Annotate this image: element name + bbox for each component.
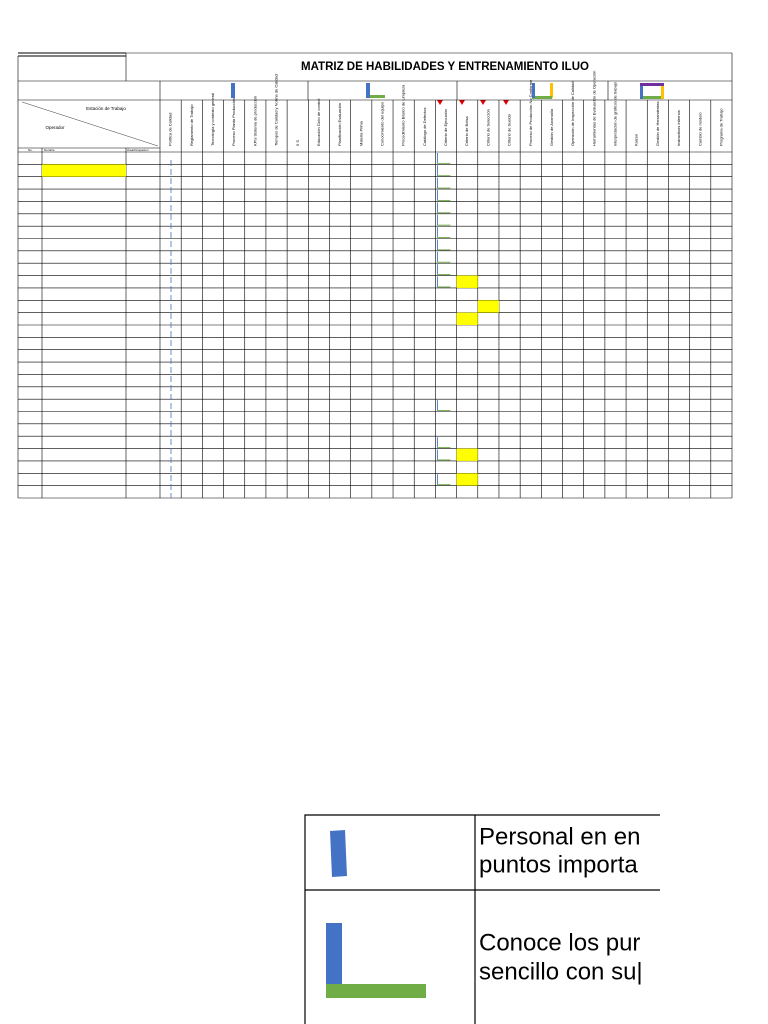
red-marker bbox=[503, 100, 509, 105]
skill-header: Criterio de Sueldo bbox=[507, 113, 512, 146]
icon bbox=[366, 83, 370, 98]
skill-header: Herramientas de Evaluación de Operación bbox=[591, 71, 596, 146]
skill-header: Reglamento de Trabajo bbox=[189, 104, 194, 146]
icon bbox=[640, 96, 664, 99]
grid-line bbox=[21, 101, 159, 147]
skill-header: Criterio de Selección bbox=[485, 109, 490, 146]
cell-fill bbox=[456, 312, 478, 325]
skill-header: Interpretación de gráficos de trabajo bbox=[613, 81, 618, 146]
cell-fill bbox=[456, 275, 478, 288]
legend-text: Conoce los pur bbox=[479, 929, 640, 956]
red-marker bbox=[480, 100, 486, 105]
cell-fill bbox=[456, 473, 478, 486]
skill-header: Criterio de Ejecución bbox=[443, 109, 448, 146]
skill-header: Proceso de Producción No Conforme bbox=[528, 79, 533, 146]
legend-icon-i bbox=[330, 830, 347, 877]
legend-text: Personal en en bbox=[479, 823, 640, 850]
skill-header: Procedimiento Básico de Limpieza bbox=[401, 84, 406, 146]
legend-icon-l bbox=[326, 984, 426, 998]
skill-header: Tiempos de Calidad y Norma de Calidad bbox=[274, 74, 279, 146]
skill-header: Proceso Planta Producción bbox=[231, 98, 236, 146]
icon bbox=[550, 83, 553, 98]
operator-label: Operador bbox=[45, 125, 65, 130]
icon bbox=[661, 83, 664, 99]
legend-icon-l bbox=[326, 923, 342, 987]
skill-header: Conocimiento del equipo bbox=[380, 101, 385, 146]
skill-header: Cambio de modelo bbox=[697, 112, 702, 146]
legend-text: sencillo con su| bbox=[479, 958, 643, 985]
skill-header: Gestión de Anomalía bbox=[549, 108, 554, 146]
skill-header: Educación Ciclo de control bbox=[316, 99, 321, 146]
skill-header: 5 S bbox=[295, 140, 300, 146]
legend-border bbox=[304, 814, 660, 1024]
icon bbox=[532, 96, 552, 99]
cell-fill bbox=[477, 300, 499, 313]
skill-header: Operación de Inspección de Calidad bbox=[570, 82, 575, 147]
red-marker bbox=[459, 100, 465, 105]
skill-header: Tecnología y contexto general bbox=[210, 93, 215, 146]
skill-header: KPIs Sistema de producción bbox=[252, 96, 257, 146]
legend-table: Personal en en puntos importa Conoce los… bbox=[304, 814, 660, 1024]
skill-header: Gestión de Herramientas bbox=[655, 102, 660, 146]
icon bbox=[640, 83, 664, 86]
skill-header: Planificación Evaluación bbox=[337, 103, 342, 146]
icon bbox=[231, 83, 235, 98]
skill-header: Catálogo de Defectos bbox=[422, 108, 427, 146]
subheader: No. bbox=[28, 148, 33, 152]
skill-header: Política de Calidad bbox=[168, 113, 173, 146]
skill-header: Instructivos Internos bbox=[676, 110, 681, 146]
subheader: Nombre bbox=[44, 148, 55, 152]
title: MATRIZ DE HABILIDADES Y ENTRENAMIENTO IL… bbox=[301, 61, 589, 73]
icon bbox=[532, 83, 535, 98]
red-marker bbox=[437, 100, 443, 105]
skill-header: Criterio de Bolsa bbox=[464, 116, 469, 146]
legend-text: puntos importa bbox=[479, 851, 638, 878]
cell-fill bbox=[456, 448, 478, 461]
skill-header: Kaizen bbox=[634, 134, 639, 146]
cell-fill bbox=[42, 164, 126, 177]
skill-header: Programa de Trabajo bbox=[718, 108, 723, 146]
subheader: Área/Ocupación bbox=[127, 148, 149, 152]
icon bbox=[640, 83, 643, 99]
icon bbox=[366, 95, 385, 98]
workstation-label: Estación de Trabajo bbox=[86, 106, 126, 111]
skill-header: Materia Prima bbox=[358, 120, 363, 146]
